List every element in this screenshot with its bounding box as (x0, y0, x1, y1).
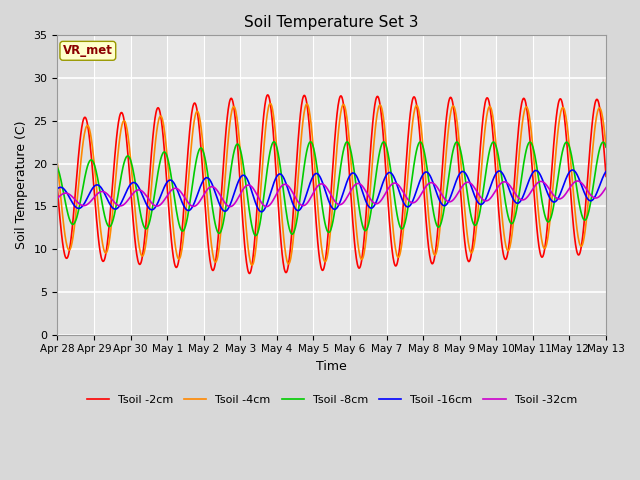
Tsoil -2cm (451, 117, 459, 123)
Tsoil -4cm (199, 141, 207, 147)
Tsoil -2cm (246, 271, 253, 276)
Bar (350, 36, 387, 335)
Tsoil -8cm (258, 209, 266, 215)
Tsoil -8cm (199, 147, 207, 153)
Tsoil -16cm (569, 167, 577, 173)
Tsoil -32cm (125, 196, 133, 202)
Tsoil -2cm (568, 201, 575, 206)
Tsoil -4cm (258, 172, 266, 178)
Tsoil -16cm (199, 179, 207, 184)
Tsoil -16cm (451, 183, 458, 189)
Tsoil -8cm (54, 164, 61, 170)
Y-axis label: Soil Temperature (C): Soil Temperature (C) (15, 120, 28, 249)
Tsoil -4cm (338, 105, 346, 111)
Tsoil -32cm (54, 195, 61, 201)
Bar (423, 36, 460, 335)
Line: Tsoil -16cm: Tsoil -16cm (58, 170, 606, 212)
Tsoil -32cm (451, 195, 458, 201)
Tsoil -32cm (258, 200, 266, 206)
X-axis label: Time: Time (316, 360, 347, 373)
Tsoil -4cm (451, 107, 459, 113)
Tsoil -2cm (258, 134, 266, 140)
Tsoil -16cm (125, 183, 133, 189)
Tsoil -8cm (568, 153, 575, 158)
Tsoil -16cm (567, 168, 575, 173)
Tsoil -4cm (602, 144, 610, 150)
Bar (570, 36, 606, 335)
Tsoil -4cm (568, 168, 575, 173)
Bar (58, 36, 94, 335)
Tsoil -8cm (602, 144, 610, 150)
Tsoil -2cm (264, 92, 272, 98)
Tsoil -4cm (248, 262, 256, 268)
Tsoil -32cm (337, 202, 345, 207)
Tsoil -4cm (267, 101, 275, 107)
Line: Tsoil -4cm: Tsoil -4cm (58, 104, 606, 265)
Line: Tsoil -2cm: Tsoil -2cm (58, 95, 606, 274)
Tsoil -8cm (125, 154, 133, 160)
Tsoil -32cm (602, 185, 610, 191)
Tsoil -32cm (567, 183, 575, 189)
Tsoil -8cm (451, 141, 459, 147)
Tsoil -32cm (573, 178, 581, 184)
Line: Tsoil -8cm: Tsoil -8cm (58, 142, 606, 236)
Line: Tsoil -32cm: Tsoil -32cm (58, 181, 606, 206)
Tsoil -2cm (54, 186, 61, 192)
Bar (277, 36, 314, 335)
Tsoil -16cm (337, 196, 345, 202)
Title: Soil Temperature Set 3: Soil Temperature Set 3 (244, 15, 419, 30)
Tsoil -16cm (602, 168, 610, 174)
Tsoil -32cm (227, 204, 234, 209)
Tsoil -8cm (338, 157, 346, 163)
Tsoil -2cm (125, 166, 133, 171)
Tsoil -4cm (54, 161, 61, 167)
Tsoil -2cm (602, 173, 610, 179)
Bar (131, 36, 167, 335)
Text: VR_met: VR_met (63, 44, 113, 57)
Tsoil -16cm (54, 186, 61, 192)
Tsoil -16cm (258, 209, 266, 215)
Tsoil -32cm (199, 193, 207, 199)
Tsoil -4cm (125, 142, 133, 147)
Legend: Tsoil -2cm, Tsoil -4cm, Tsoil -8cm, Tsoil -16cm, Tsoil -32cm: Tsoil -2cm, Tsoil -4cm, Tsoil -8cm, Tsoi… (82, 391, 581, 410)
Bar (204, 36, 240, 335)
Tsoil -8cm (252, 233, 260, 239)
Tsoil -2cm (199, 170, 207, 176)
Bar (497, 36, 533, 335)
Tsoil -16cm (257, 209, 265, 215)
Tsoil -2cm (338, 94, 346, 99)
Tsoil -8cm (270, 139, 278, 144)
